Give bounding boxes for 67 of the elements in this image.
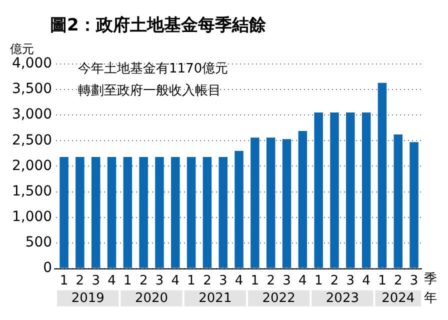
y-tick-label: 1,500 xyxy=(12,183,52,200)
bar xyxy=(202,157,212,268)
x-axis-title: 季 xyxy=(424,272,437,287)
bar xyxy=(346,112,355,268)
annotation: 轉劃至政府一般收入帳目 xyxy=(78,82,221,98)
y-tick-label: 500 xyxy=(25,234,52,250)
y-tick-label: 3,500 xyxy=(12,81,52,98)
bar xyxy=(155,157,164,268)
x-tick-label: 3 xyxy=(282,274,291,289)
bar xyxy=(410,142,418,268)
y-tick-label: 4,000 xyxy=(12,56,52,72)
x-tick-label: 4 xyxy=(108,274,116,289)
y-tick-label: 2,500 xyxy=(12,132,52,148)
y-tick-label: 3,000 xyxy=(12,106,52,123)
x-tick-label: 3 xyxy=(92,274,100,289)
bar xyxy=(186,157,196,268)
bar xyxy=(394,134,403,268)
bar xyxy=(266,138,276,268)
x-tick-label: 2 xyxy=(394,274,402,289)
bar xyxy=(139,157,148,268)
bar xyxy=(76,157,84,268)
bar xyxy=(107,157,116,268)
bar xyxy=(171,157,180,268)
y-tick-label: 1,000 xyxy=(12,208,52,225)
bar xyxy=(314,112,323,268)
text: 年 xyxy=(424,290,437,306)
text: 2021 xyxy=(198,290,232,306)
text: 2022 xyxy=(262,290,296,306)
x-tick-label: 3 xyxy=(155,274,164,289)
y-axis-title: 億元 xyxy=(10,42,34,56)
x-tick-label: 4 xyxy=(298,274,307,289)
x-tick-label: 1 xyxy=(250,274,260,289)
x-tick-label: 1 xyxy=(60,274,68,289)
bar xyxy=(60,157,68,268)
y-tick-label: 0 xyxy=(43,260,52,276)
bar xyxy=(218,157,228,268)
x-tick-label: 3 xyxy=(218,274,228,289)
bar xyxy=(282,139,292,268)
chart-title: 圖2：政府土地基金每季結餘 xyxy=(50,15,267,36)
x-tick-label: 2 xyxy=(203,274,212,289)
x-tick-label: 4 xyxy=(362,274,370,289)
x-tick-label: 4 xyxy=(171,274,180,289)
bar xyxy=(234,150,244,268)
x-tick-label: 2 xyxy=(330,274,339,289)
annotation: 今年土地基金有1170億元 xyxy=(78,61,228,76)
bar xyxy=(250,138,260,268)
text: 2024 xyxy=(382,290,415,306)
x-tick-label: 1 xyxy=(378,274,386,289)
bar xyxy=(123,157,132,268)
text: 2023 xyxy=(326,290,359,306)
x-tick-label: 2 xyxy=(266,274,275,289)
x-tick-label: 2 xyxy=(139,274,148,289)
x-tick-label: 1 xyxy=(314,274,323,289)
x-tick-label: 1 xyxy=(124,274,132,289)
x-tick-label: 3 xyxy=(410,274,418,289)
x-tick-label: 3 xyxy=(346,274,355,289)
bar xyxy=(362,112,371,268)
bar xyxy=(298,130,308,268)
bar xyxy=(91,157,100,268)
x-tick-label: 4 xyxy=(234,274,244,289)
x-tick-label: 1 xyxy=(187,274,196,289)
bar xyxy=(330,112,339,268)
text: 2020 xyxy=(134,290,168,306)
y-tick-label: 2,000 xyxy=(12,158,52,174)
bar xyxy=(378,82,387,268)
text: 2019 xyxy=(71,290,104,306)
x-tick-label: 2 xyxy=(76,274,84,289)
